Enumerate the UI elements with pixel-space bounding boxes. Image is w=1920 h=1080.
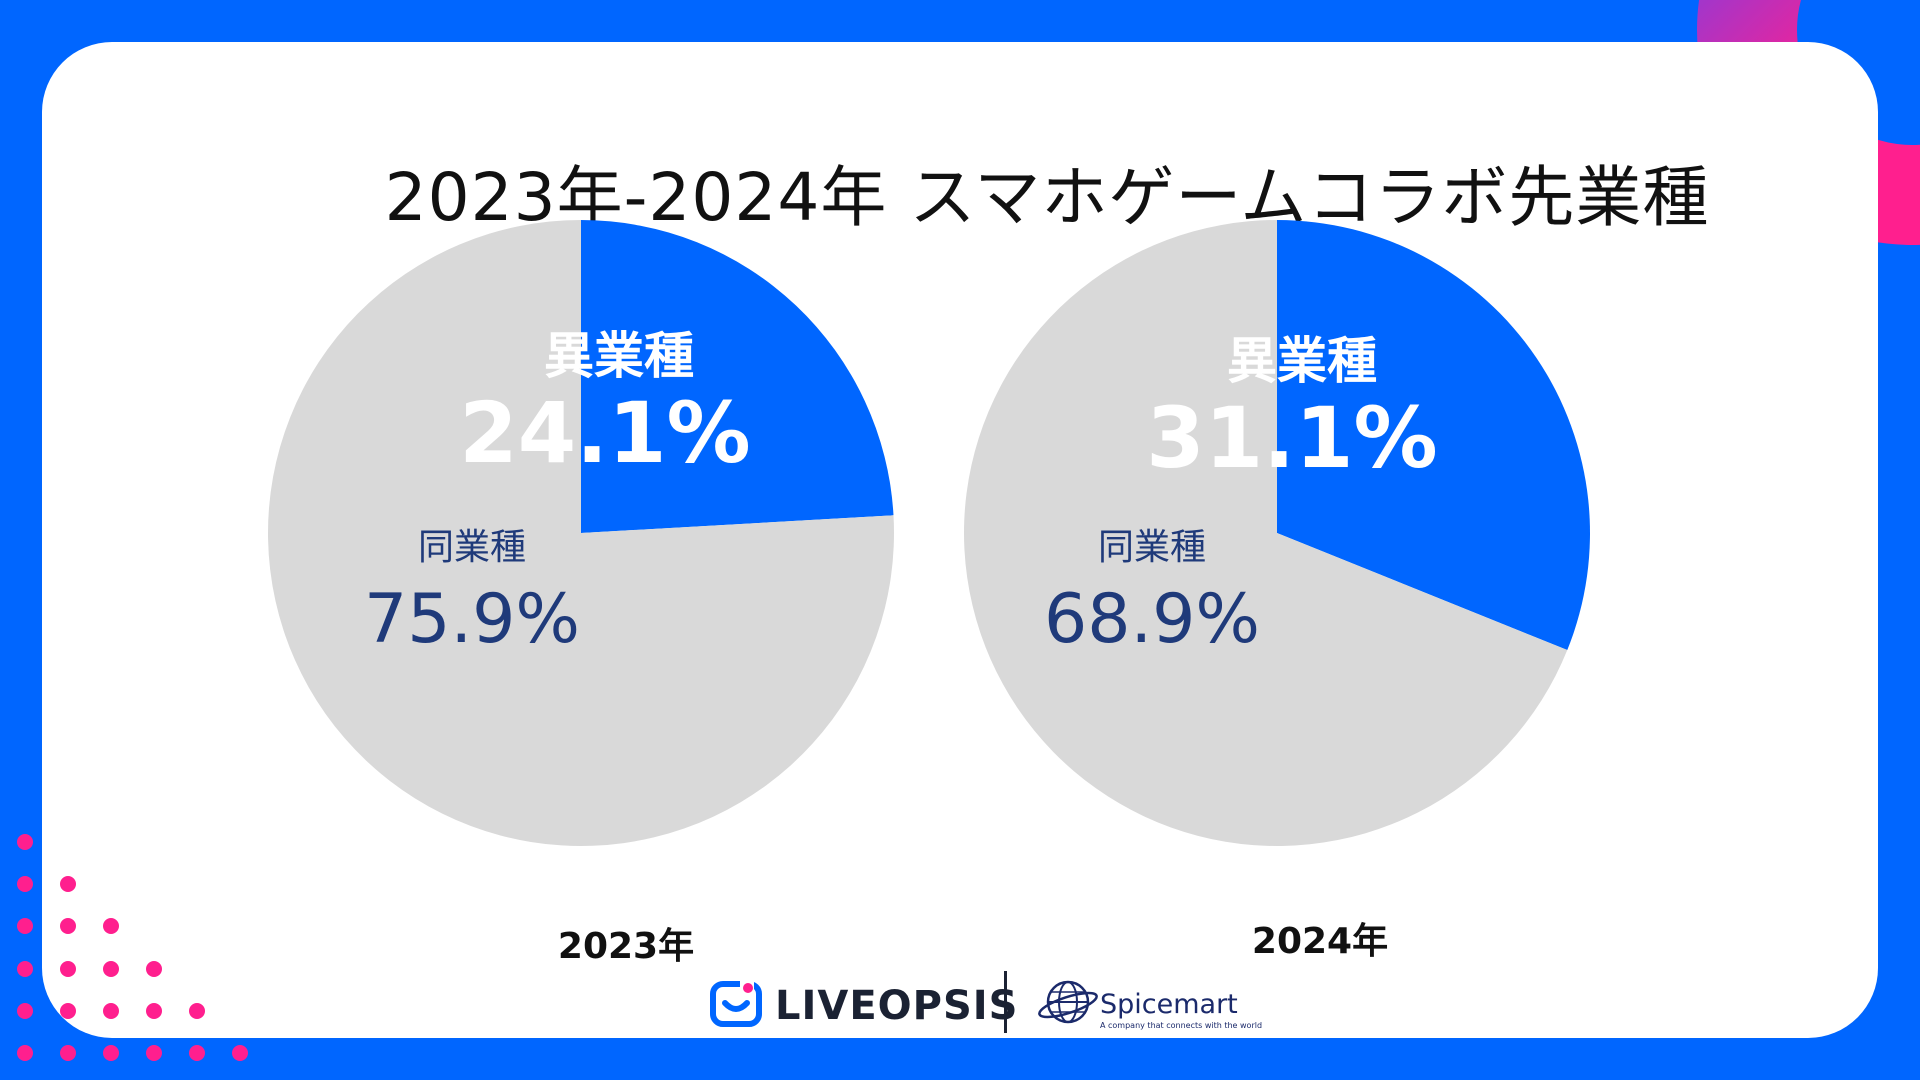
decorative-dot	[146, 1003, 162, 1019]
decorative-dot	[146, 1045, 162, 1061]
decorative-dot	[103, 961, 119, 977]
slice-value-other-industry: 31.1%	[1146, 389, 1437, 487]
slice-label-other-industry: 異業種	[544, 327, 694, 385]
decorative-dot	[17, 876, 33, 892]
decorative-dot	[17, 834, 33, 850]
decorative-dot	[60, 1003, 76, 1019]
decorative-dot	[17, 918, 33, 934]
decorative-dot	[232, 1045, 248, 1061]
decorative-dot	[17, 961, 33, 977]
footer-logos: LIVEOPSIS Spicemart A company that conne…	[707, 967, 1262, 1038]
slice-label-other-industry: 異業種	[1227, 332, 1377, 390]
pie-caption-2024: 2024年	[1251, 921, 1389, 962]
decorative-dot	[60, 1045, 76, 1061]
liveopsis-logo-text: LIVEOPSIS	[775, 983, 1019, 1029]
decorative-dot	[189, 1003, 205, 1019]
slice-value-same-industry: 68.9%	[1044, 580, 1260, 659]
slice-value-same-industry: 75.9%	[364, 580, 580, 659]
logo-divider	[1004, 971, 1007, 1033]
pie-slice-same-industry	[964, 220, 1568, 846]
slice-value-other-industry: 24.1%	[459, 384, 750, 482]
decorative-dot	[146, 961, 162, 977]
pie-caption-2023: 2023年	[557, 926, 695, 967]
spicemart-globe-icon	[1038, 980, 1098, 1024]
pie-slice-other-industry	[1277, 220, 1590, 651]
slice-label-same-industry: 同業種	[418, 527, 526, 568]
decorative-dot	[189, 1045, 205, 1061]
decorative-dot	[17, 1045, 33, 1061]
decorative-dot	[103, 1003, 119, 1019]
pie-slice-same-industry	[268, 220, 895, 846]
decorative-dot	[60, 918, 76, 934]
spicemart-logo-text: Spicemart	[1100, 989, 1238, 1020]
decorative-dot	[103, 918, 119, 934]
decorative-dot	[60, 876, 76, 892]
decorative-dot	[60, 961, 76, 977]
accent-ring-shape	[1697, 0, 1920, 245]
decorative-dot	[103, 1045, 119, 1061]
liveopsis-logo-icon	[710, 981, 762, 1027]
content-panel: 2023年-2024年 スマホゲームコラボ先業種 異業種 24.1% 同業種 75.9…	[42, 42, 1878, 1038]
slice-label-same-industry: 同業種	[1098, 527, 1206, 568]
spicemart-logo-tagline: A company that connects with the world	[1100, 1021, 1263, 1030]
decorative-dot	[17, 1003, 33, 1019]
pie-slice-other-industry	[581, 220, 894, 533]
